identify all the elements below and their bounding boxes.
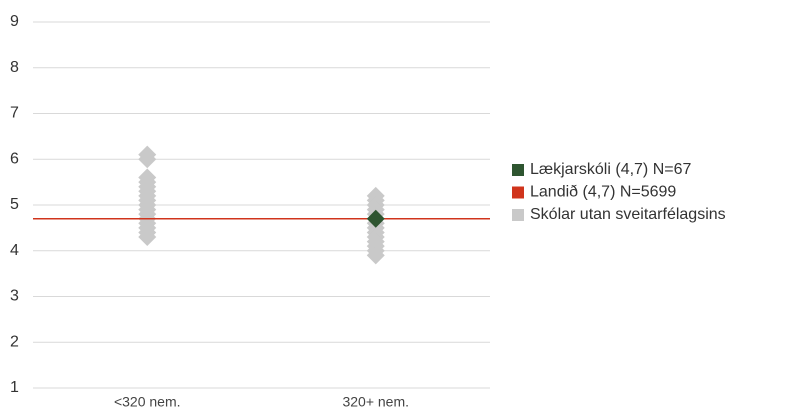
y-tick-label: 8 — [10, 59, 19, 76]
legend-label: Lækjarskóli (4,7) N=67 — [530, 161, 692, 178]
y-tick-label: 9 — [10, 13, 19, 30]
point — [366, 246, 385, 265]
y-tick-label: 1 — [10, 379, 19, 396]
x-tick-label: <320 nem. — [114, 394, 181, 410]
point — [366, 209, 385, 228]
x-tick-label: 320+ nem. — [342, 394, 409, 410]
y-tick-label: 7 — [10, 105, 19, 122]
y-tick-label: 3 — [10, 288, 19, 305]
point — [138, 228, 157, 247]
legend-label: Skólar utan sveitarfélagsins — [530, 206, 726, 223]
y-tick-label: 5 — [10, 196, 19, 213]
y-tick-label: 6 — [10, 150, 19, 167]
y-tick-label: 4 — [10, 242, 19, 259]
point — [138, 150, 157, 169]
legend-swatch — [512, 209, 524, 221]
y-tick-label: 2 — [10, 333, 19, 350]
legend-swatch — [512, 164, 524, 176]
legend-label: Landið (4,7) N=5699 — [530, 184, 676, 201]
legend-swatch — [512, 186, 524, 199]
